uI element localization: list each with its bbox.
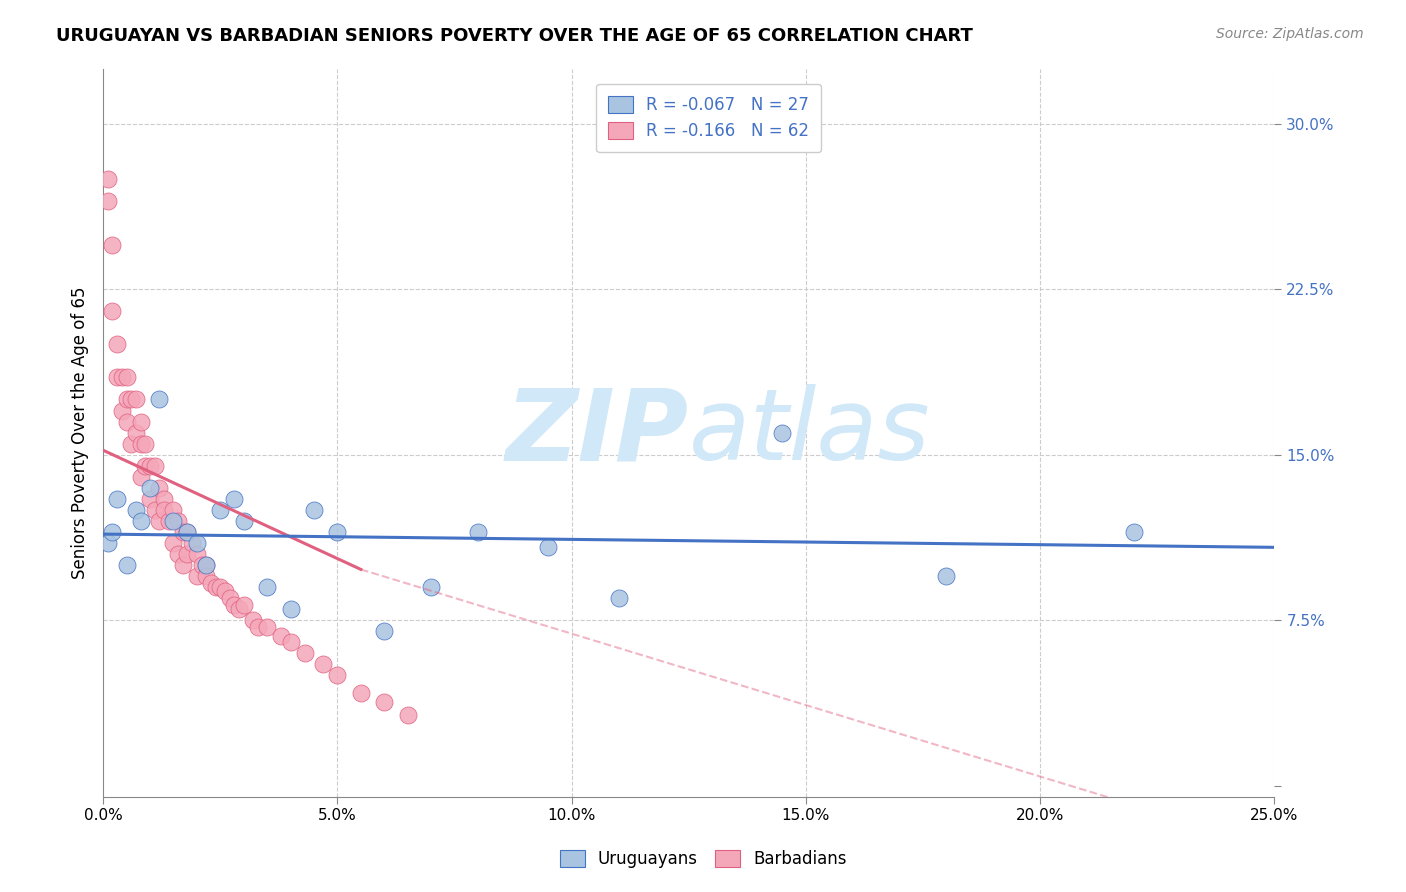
- Point: [134, 436, 156, 450]
- Point: [153, 491, 176, 506]
- Point: [97, 194, 120, 208]
- Point: [326, 668, 349, 682]
- Point: [1122, 524, 1144, 539]
- Point: [256, 580, 278, 594]
- Point: [115, 415, 138, 429]
- Point: [195, 558, 218, 572]
- Point: [162, 536, 184, 550]
- Point: [186, 536, 208, 550]
- Point: [111, 370, 134, 384]
- Point: [204, 580, 226, 594]
- Point: [101, 524, 124, 539]
- Point: [101, 304, 124, 318]
- Point: [97, 172, 120, 186]
- Legend: Uruguayans, Barbadians: Uruguayans, Barbadians: [553, 843, 853, 875]
- Point: [195, 569, 218, 583]
- Point: [467, 524, 489, 539]
- Point: [139, 481, 162, 495]
- Point: [134, 458, 156, 473]
- Point: [148, 514, 170, 528]
- Y-axis label: Seniors Poverty Over the Age of 65: Seniors Poverty Over the Age of 65: [72, 286, 89, 579]
- Point: [129, 415, 152, 429]
- Point: [218, 591, 240, 606]
- Point: [115, 558, 138, 572]
- Point: [129, 514, 152, 528]
- Point: [125, 425, 148, 440]
- Point: [294, 646, 316, 660]
- Point: [186, 547, 208, 561]
- Point: [224, 598, 246, 612]
- Point: [115, 392, 138, 407]
- Point: [105, 337, 128, 351]
- Point: [167, 547, 190, 561]
- Point: [537, 541, 560, 555]
- Point: [242, 613, 264, 627]
- Point: [105, 370, 128, 384]
- Point: [129, 436, 152, 450]
- Text: atlas: atlas: [689, 384, 931, 481]
- Legend: R = -0.067   N = 27, R = -0.166   N = 62: R = -0.067 N = 27, R = -0.166 N = 62: [596, 84, 821, 153]
- Point: [195, 558, 218, 572]
- Point: [153, 503, 176, 517]
- Point: [101, 238, 124, 252]
- Point: [607, 591, 630, 606]
- Point: [176, 524, 198, 539]
- Point: [125, 392, 148, 407]
- Text: URUGUAYAN VS BARBADIAN SENIORS POVERTY OVER THE AGE OF 65 CORRELATION CHART: URUGUAYAN VS BARBADIAN SENIORS POVERTY O…: [56, 27, 973, 45]
- Point: [350, 686, 373, 700]
- Point: [200, 575, 222, 590]
- Point: [312, 657, 335, 672]
- Point: [270, 629, 292, 643]
- Point: [209, 580, 232, 594]
- Point: [302, 503, 325, 517]
- Point: [280, 602, 302, 616]
- Point: [224, 491, 246, 506]
- Point: [326, 524, 349, 539]
- Point: [148, 392, 170, 407]
- Point: [120, 392, 142, 407]
- Point: [256, 620, 278, 634]
- Point: [214, 584, 236, 599]
- Point: [420, 580, 443, 594]
- Point: [396, 708, 419, 723]
- Point: [935, 569, 957, 583]
- Point: [186, 569, 208, 583]
- Point: [172, 558, 194, 572]
- Point: [139, 491, 162, 506]
- Point: [97, 536, 120, 550]
- Point: [167, 514, 190, 528]
- Text: Source: ZipAtlas.com: Source: ZipAtlas.com: [1216, 27, 1364, 41]
- Point: [143, 503, 166, 517]
- Point: [143, 458, 166, 473]
- Point: [139, 458, 162, 473]
- Point: [772, 425, 794, 440]
- Point: [176, 547, 198, 561]
- Point: [373, 624, 395, 639]
- Point: [232, 598, 254, 612]
- Point: [162, 514, 184, 528]
- Point: [162, 503, 184, 517]
- Point: [181, 536, 204, 550]
- Point: [280, 635, 302, 649]
- Point: [246, 620, 269, 634]
- Point: [120, 436, 142, 450]
- Point: [373, 695, 395, 709]
- Point: [111, 403, 134, 417]
- Point: [148, 481, 170, 495]
- Point: [129, 469, 152, 483]
- Point: [190, 558, 212, 572]
- Point: [105, 491, 128, 506]
- Point: [172, 524, 194, 539]
- Point: [232, 514, 254, 528]
- Point: [209, 503, 232, 517]
- Point: [125, 503, 148, 517]
- Point: [157, 514, 180, 528]
- Point: [176, 524, 198, 539]
- Point: [228, 602, 250, 616]
- Text: ZIP: ZIP: [506, 384, 689, 481]
- Point: [115, 370, 138, 384]
